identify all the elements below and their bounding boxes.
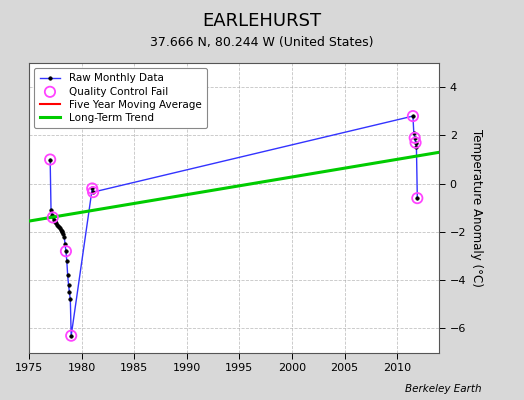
Legend: Raw Monthly Data, Quality Control Fail, Five Year Moving Average, Long-Term Tren: Raw Monthly Data, Quality Control Fail, … xyxy=(35,68,206,128)
Raw Monthly Data xyxy=(62,242,68,246)
Raw Monthly Data xyxy=(57,226,63,231)
Line: Raw Monthly Data: Raw Monthly Data xyxy=(48,114,419,338)
Raw Monthly Data xyxy=(63,249,69,254)
Raw Monthly Data xyxy=(49,213,55,218)
Raw Monthly Data xyxy=(51,220,58,225)
Raw Monthly Data xyxy=(414,196,420,200)
Raw Monthly Data xyxy=(52,219,59,224)
Raw Monthly Data xyxy=(55,224,61,228)
Raw Monthly Data xyxy=(56,225,62,230)
Raw Monthly Data xyxy=(47,157,53,162)
Quality Control Fail xyxy=(410,135,419,141)
Quality Control Fail xyxy=(67,332,75,339)
Raw Monthly Data xyxy=(411,136,418,140)
Raw Monthly Data xyxy=(412,140,419,145)
Quality Control Fail xyxy=(62,248,70,254)
Raw Monthly Data xyxy=(66,290,72,295)
Raw Monthly Data xyxy=(60,232,67,237)
Quality Control Fail xyxy=(88,185,96,192)
Raw Monthly Data xyxy=(50,218,57,222)
Raw Monthly Data xyxy=(63,258,70,263)
Raw Monthly Data xyxy=(411,130,417,135)
Raw Monthly Data xyxy=(64,273,71,278)
Raw Monthly Data xyxy=(89,186,95,191)
Quality Control Fail xyxy=(49,214,57,221)
Text: 37.666 N, 80.244 W (United States): 37.666 N, 80.244 W (United States) xyxy=(150,36,374,49)
Raw Monthly Data xyxy=(61,234,67,239)
Text: EARLEHURST: EARLEHURST xyxy=(202,12,322,30)
Quality Control Fail xyxy=(413,195,421,201)
Raw Monthly Data xyxy=(410,114,416,118)
Y-axis label: Temperature Anomaly (°C): Temperature Anomaly (°C) xyxy=(470,129,483,287)
Raw Monthly Data xyxy=(67,297,73,302)
Raw Monthly Data xyxy=(54,222,60,227)
Quality Control Fail xyxy=(411,140,420,146)
Raw Monthly Data xyxy=(48,208,54,213)
Quality Control Fail xyxy=(89,189,97,195)
Raw Monthly Data xyxy=(66,283,72,288)
Quality Control Fail xyxy=(46,156,54,163)
Text: Berkeley Earth: Berkeley Earth xyxy=(406,384,482,394)
Raw Monthly Data xyxy=(58,228,64,233)
Raw Monthly Data xyxy=(58,227,64,232)
Raw Monthly Data xyxy=(59,230,66,234)
Raw Monthly Data xyxy=(53,221,59,226)
Raw Monthly Data xyxy=(413,145,420,150)
Quality Control Fail xyxy=(409,113,417,119)
Raw Monthly Data xyxy=(90,190,96,194)
Raw Monthly Data xyxy=(68,333,74,338)
Raw Monthly Data xyxy=(50,215,56,220)
